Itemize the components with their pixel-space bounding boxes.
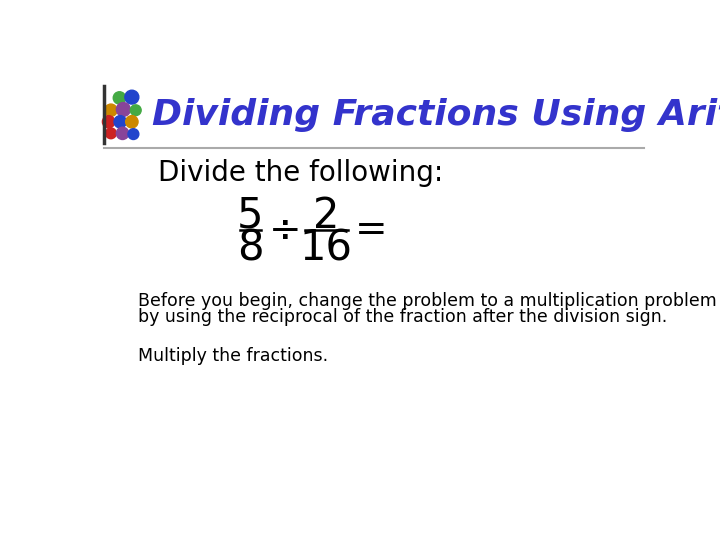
Text: Dividing Fractions Using Arithmetic: Dividing Fractions Using Arithmetic <box>152 98 720 132</box>
Text: =: = <box>355 211 387 249</box>
Text: 8: 8 <box>237 227 264 269</box>
Text: Multiply the fractions.: Multiply the fractions. <box>138 347 328 365</box>
Circle shape <box>106 128 117 139</box>
Text: by using the reciprocal of the fraction after the division sign.: by using the reciprocal of the fraction … <box>138 308 667 326</box>
Circle shape <box>126 116 138 128</box>
Text: 16: 16 <box>300 227 353 269</box>
Circle shape <box>130 105 141 116</box>
Text: Before you begin, change the problem to a multiplication problem: Before you begin, change the problem to … <box>138 292 717 310</box>
Circle shape <box>125 90 139 104</box>
Text: Divide the following:: Divide the following: <box>158 159 444 187</box>
Circle shape <box>114 116 127 128</box>
Circle shape <box>102 116 114 128</box>
Circle shape <box>117 127 129 139</box>
Text: ÷: ÷ <box>269 211 302 249</box>
Text: 2: 2 <box>313 195 340 237</box>
Text: 5: 5 <box>237 195 264 237</box>
Circle shape <box>104 104 117 117</box>
Circle shape <box>128 129 139 139</box>
Circle shape <box>117 103 130 117</box>
Circle shape <box>113 92 126 104</box>
